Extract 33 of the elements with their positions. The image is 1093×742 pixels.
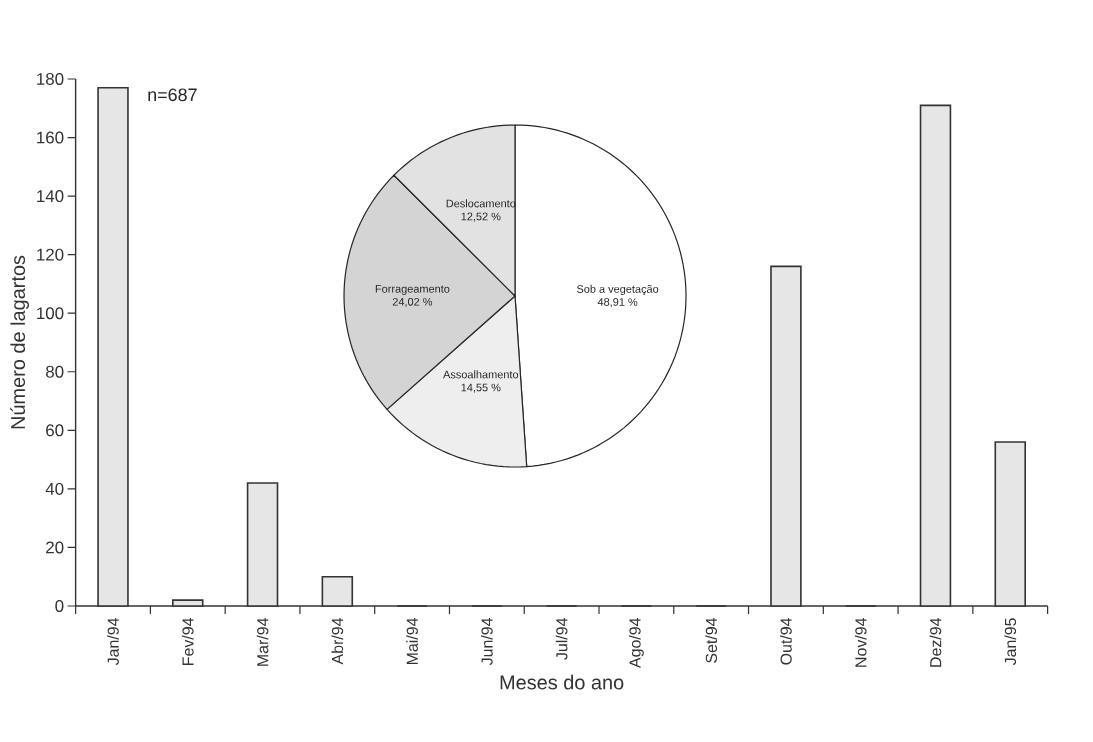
x-axis-title: Meses do ano <box>500 674 624 690</box>
x-tick-label: Jul/94 <box>555 617 568 660</box>
y-tick-label: 180 <box>37 72 64 85</box>
annotation: n=687 <box>148 88 197 102</box>
y-tick-label: 160 <box>37 131 64 144</box>
slice-label: Forrageamento <box>375 285 450 295</box>
x-tick-label: Ago/94 <box>628 617 644 668</box>
y-tick-label: 80 <box>46 365 64 378</box>
data-label: 24,02 % <box>392 297 433 307</box>
data-label: 48,91 % <box>597 298 638 308</box>
x-tick-label: Jun/94 <box>481 617 493 666</box>
data-label: 14,55 % <box>461 383 501 393</box>
x-tick-label: Dez/94 <box>929 617 942 667</box>
y-tick-label: 60 <box>46 424 64 437</box>
x-tick-label: Mai/94 <box>406 617 418 665</box>
y-tick-label: 0 <box>55 599 64 612</box>
y-tick-label: 120 <box>37 248 64 261</box>
y-tick-label: 140 <box>37 190 64 203</box>
y-axis-title: Número de lagartos <box>10 255 30 429</box>
slice-label: Assoalhamento <box>443 370 519 379</box>
y-tick-label: 100 <box>37 307 64 320</box>
y-tick-label: 20 <box>46 541 64 554</box>
x-tick-label: Mar/94 <box>256 617 269 666</box>
x-tick-label: Fev/94 <box>181 617 194 665</box>
x-tick-label: Out/94 <box>780 617 792 665</box>
x-tick-label: Jan/95 <box>1004 618 1017 666</box>
slice-label: Sob a vegetação <box>576 284 659 296</box>
x-tick-label: Set/94 <box>705 617 718 663</box>
data-label: 12,52 % <box>461 212 501 222</box>
x-tick-label: Abr/94 <box>331 617 344 665</box>
x-tick-label: Nov/94 <box>854 617 867 667</box>
x-tick-label: Jan/94 <box>107 617 119 666</box>
y-tick-label: 40 <box>45 482 64 495</box>
